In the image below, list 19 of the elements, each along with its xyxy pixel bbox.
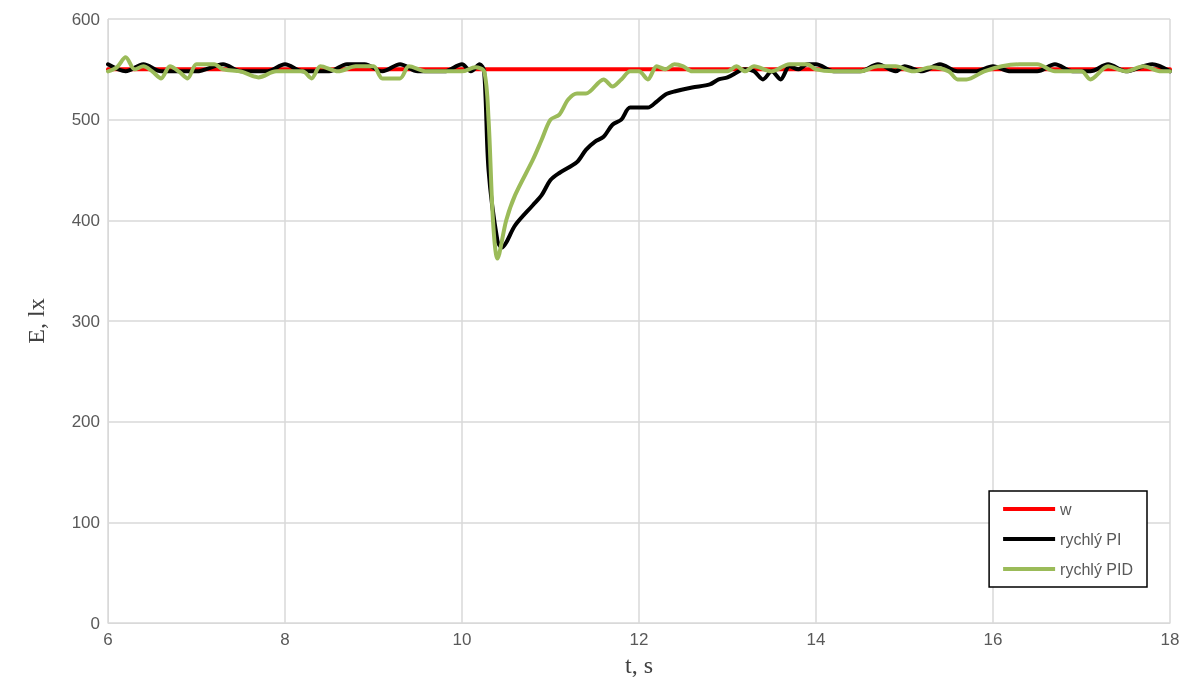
x-tick-label: 10 [452,630,472,649]
x-tick-label: 6 [103,630,113,649]
legend-label: w [1059,500,1073,518]
x-tick-label: 16 [983,630,1003,649]
y-tick-label: 300 [71,311,100,331]
y-tick-label: 100 [71,512,100,532]
y-tick-label: 600 [71,9,100,29]
y-tick-label: 400 [71,210,100,230]
y-tick-label: 200 [71,412,100,432]
legend-label: rychlý PI [1060,530,1122,548]
legend-label: rychlý PID [1060,560,1134,578]
x-tick-label: 14 [806,630,826,649]
x-axis-title: t, s [624,651,654,678]
y-axis-title: E, lx [23,298,49,344]
x-tick-label: 8 [280,630,290,649]
x-tick-label: 12 [629,630,649,649]
y-tick-label: 0 [90,613,100,633]
x-tick-label: 18 [1160,630,1180,649]
y-tick-label: 500 [71,110,100,130]
